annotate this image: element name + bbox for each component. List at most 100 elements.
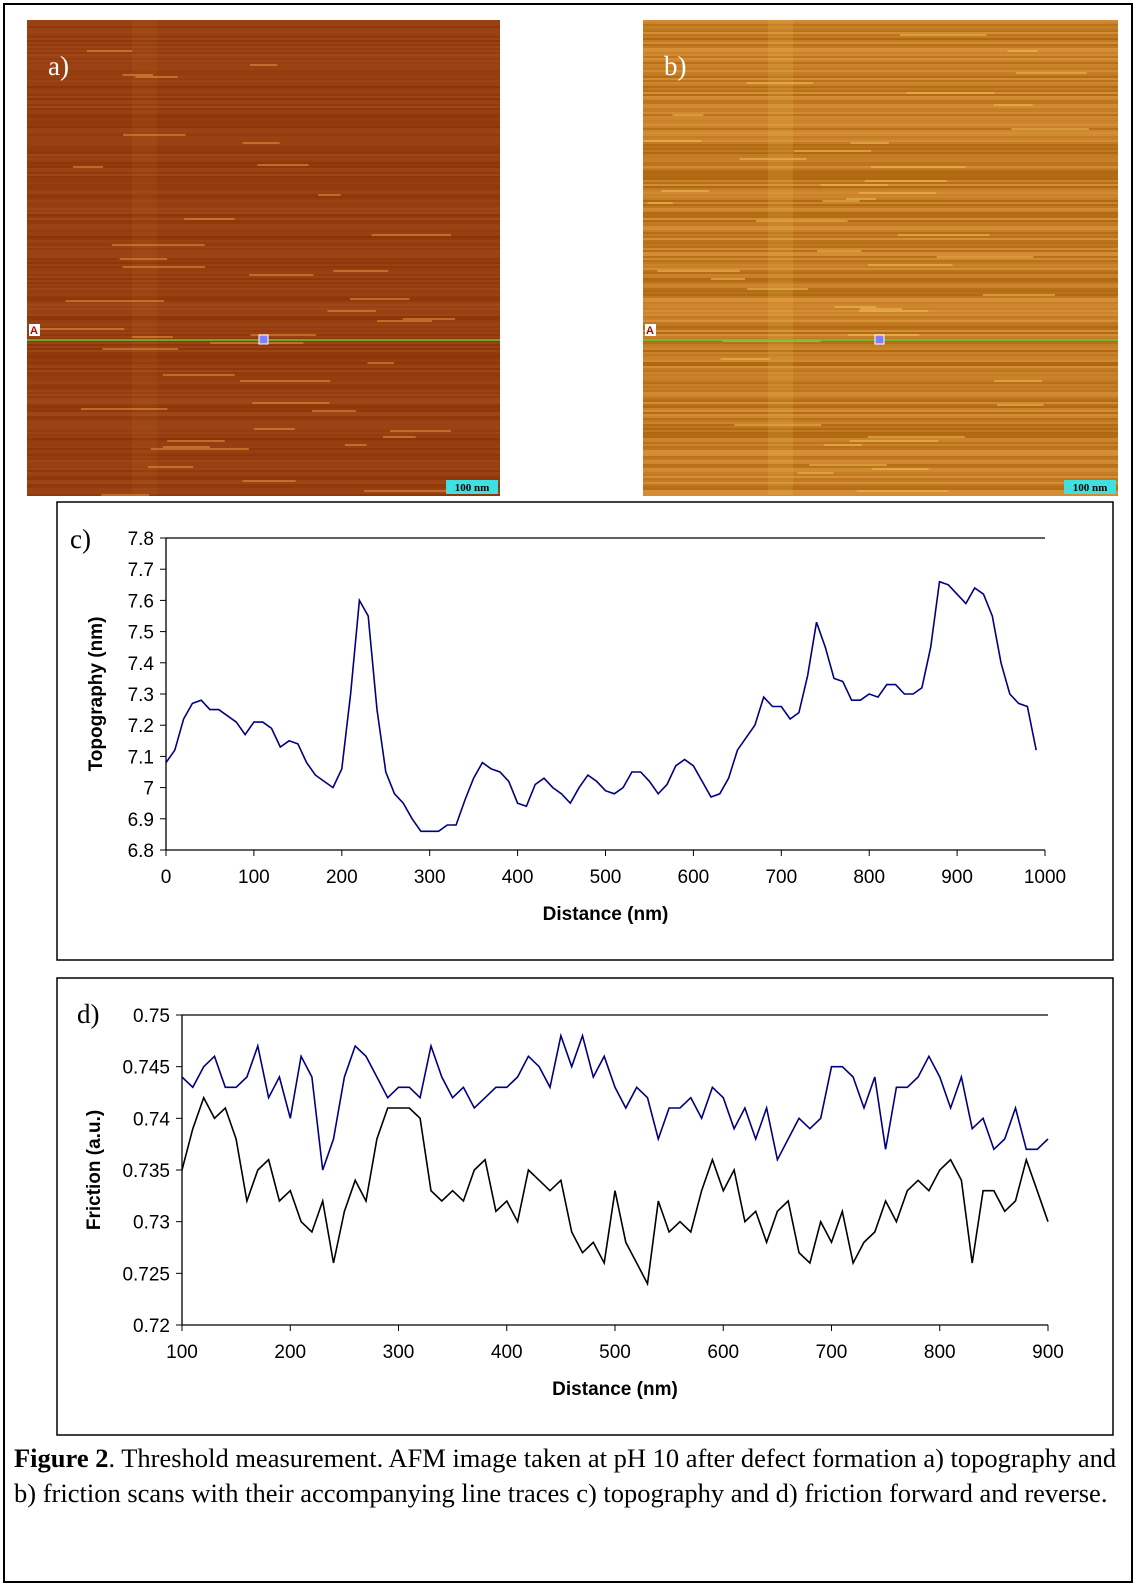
afm-scanline <box>643 224 1118 226</box>
afm-scanline <box>643 44 1118 46</box>
afm-scanline <box>27 146 500 148</box>
afm-scanline <box>643 444 1118 446</box>
afm-scanline <box>643 178 1118 180</box>
afm-scanline <box>27 158 500 160</box>
afm-scanline <box>27 60 500 62</box>
afm-scanline <box>643 56 1118 58</box>
afm-streak <box>402 318 456 320</box>
afm-scanline <box>643 278 1118 280</box>
afm-scanline <box>27 286 500 288</box>
afm-scanline <box>27 84 500 86</box>
afm-scanline <box>27 56 500 58</box>
afm-scanline <box>643 474 1118 476</box>
line-series <box>181 1032 1049 1171</box>
afm-streak <box>382 436 416 438</box>
afm-scanline <box>27 246 500 248</box>
afm-scanline <box>643 32 1118 34</box>
afm-scanline <box>643 148 1118 150</box>
afm-scanline <box>27 308 500 310</box>
figure-border <box>3 3 1133 1583</box>
afm-scanline <box>27 486 500 488</box>
afm-scanline <box>27 104 500 106</box>
afm-streak <box>722 340 821 342</box>
afm-streak <box>982 294 1055 296</box>
afm-scanline <box>27 82 500 84</box>
afm-scanline <box>643 418 1118 420</box>
afm-scanline <box>643 200 1118 202</box>
afm-scanline <box>643 252 1118 254</box>
afm-streak <box>239 380 331 382</box>
afm-scanline <box>27 196 500 198</box>
afm-scanline <box>27 396 500 398</box>
afm-scanline <box>27 46 500 48</box>
x-tick-label: 300 <box>383 1342 415 1363</box>
x-tick-label: 0 <box>161 867 172 888</box>
afm-scanline <box>27 188 500 190</box>
afm-scanline <box>643 194 1118 196</box>
x-tick-label: 900 <box>941 867 973 888</box>
y-tick-label: 0.74 <box>133 1109 170 1130</box>
afm-scanline <box>643 36 1118 38</box>
afm-streak <box>333 270 389 272</box>
afm-scanline <box>643 100 1118 102</box>
afm-scanline <box>643 236 1118 238</box>
afm-scanline <box>27 182 500 184</box>
afm-scanline <box>27 70 500 72</box>
afm-scanline <box>27 324 500 326</box>
x-tick-label: 500 <box>599 1342 631 1363</box>
afm-scanline <box>27 42 500 44</box>
afm-streak <box>817 250 862 252</box>
afm-scanline <box>27 54 500 56</box>
afm-scanline <box>27 250 500 252</box>
afm-scanline <box>643 208 1118 210</box>
afm-scanline <box>643 448 1118 450</box>
afm-scanline <box>643 222 1118 224</box>
afm-streak <box>993 104 1033 106</box>
afm-streak <box>371 234 452 236</box>
y-tick-label: 7.2 <box>128 716 154 737</box>
afm-streak <box>868 264 953 266</box>
y-tick-label: 7.3 <box>128 685 154 706</box>
afm-scanline <box>643 42 1118 44</box>
afm-scanline <box>27 426 500 428</box>
afm-scanline <box>27 490 500 492</box>
afm-scanline <box>27 470 500 472</box>
afm-streak <box>65 300 165 302</box>
afm-streak <box>111 244 205 246</box>
afm-streak <box>148 466 194 468</box>
afm-scanline <box>643 164 1118 166</box>
afm-scanline <box>27 264 500 266</box>
afm-scanline <box>643 54 1118 56</box>
afm-scanline <box>27 66 500 68</box>
afm-streak <box>1011 128 1089 130</box>
afm-streak <box>859 308 903 310</box>
afm-scanline <box>643 330 1118 332</box>
afm-scanline <box>643 354 1118 356</box>
afm-scanline <box>643 376 1118 378</box>
afm-scanline <box>643 66 1118 68</box>
afm-scanline <box>643 394 1118 396</box>
afm-scanline <box>27 50 500 52</box>
afm-streak <box>249 274 314 276</box>
afm-scanline <box>27 198 500 200</box>
afm-scanline <box>643 176 1118 178</box>
x-axis-label: Distance (nm) <box>543 904 669 925</box>
afm-scanline <box>27 312 500 314</box>
y-tick-label: 6.8 <box>128 841 154 862</box>
afm-scanline <box>643 494 1118 496</box>
line-series <box>181 1095 1049 1287</box>
afm-streak <box>820 184 888 186</box>
afm-scanline <box>27 200 500 202</box>
y-tick-label: 0.73 <box>133 1213 170 1234</box>
afm-scanline <box>27 106 500 108</box>
afm-scanline <box>27 40 500 42</box>
afm-scanline <box>643 110 1118 112</box>
afm-scanline <box>27 474 500 476</box>
x-tick-label: 600 <box>707 1342 739 1363</box>
afm-scanline <box>27 58 500 60</box>
afm-streak <box>794 150 872 152</box>
afm-streak <box>856 490 949 492</box>
afm-scanline <box>27 244 500 246</box>
x-tick-label: 800 <box>924 1342 956 1363</box>
